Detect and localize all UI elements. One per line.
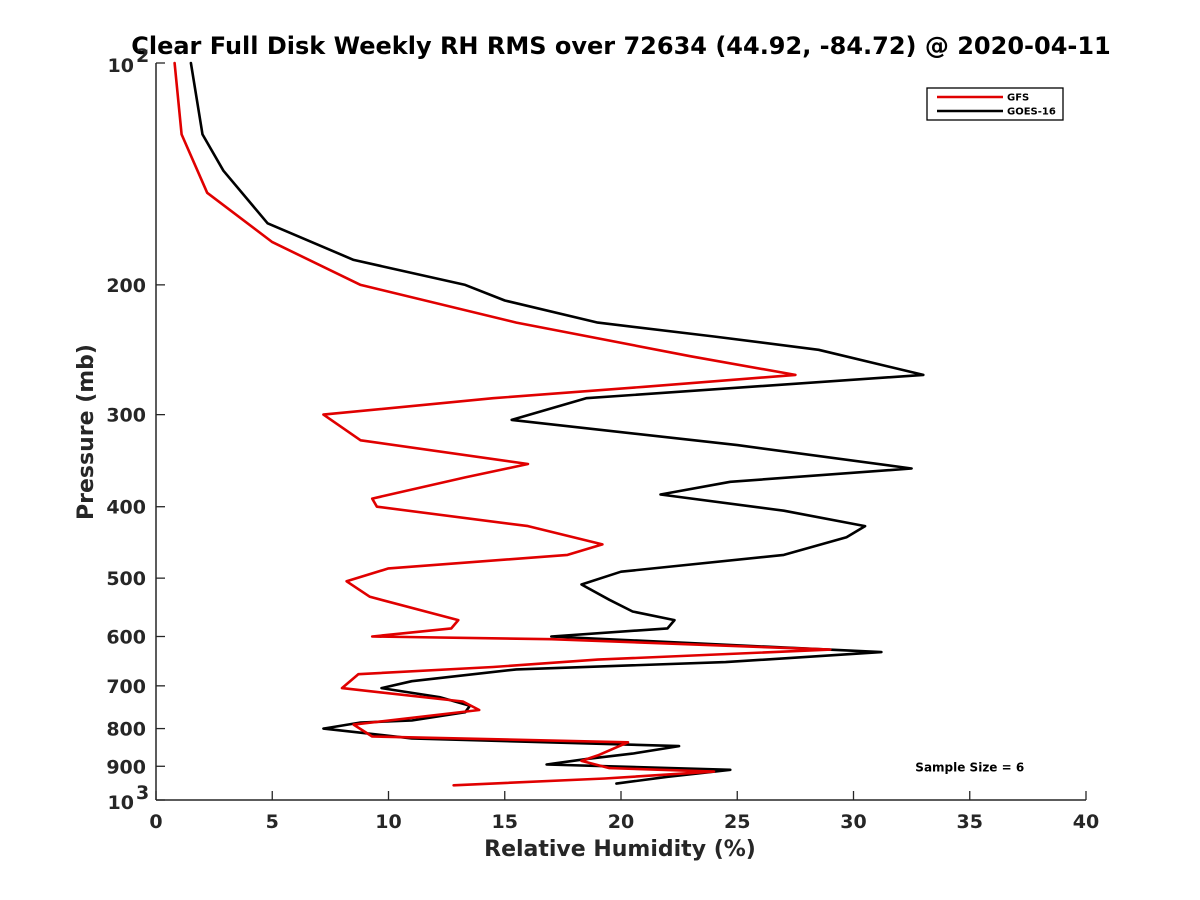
x-tick-label: 15	[492, 811, 518, 833]
x-tick-label: 20	[608, 811, 634, 833]
legend-label: GOES-16	[1007, 107, 1056, 118]
x-tick-label: 30	[840, 811, 866, 833]
x-tick-label: 10	[375, 811, 401, 833]
annotations: Sample Size = 6	[915, 760, 1024, 774]
x-tick-label: 35	[957, 811, 983, 833]
y-decade-label: 10	[108, 55, 134, 77]
legend-label: GFS	[1007, 93, 1029, 104]
chart-title: Clear Full Disk Weekly RH RMS over 72634…	[131, 32, 1111, 60]
y-tick-label: 800	[106, 719, 146, 741]
x-tick-label: 25	[724, 811, 750, 833]
x-axis-label: Relative Humidity (%)	[484, 837, 756, 862]
x-tick-label: 0	[149, 811, 162, 833]
x-tick-label: 40	[1073, 811, 1099, 833]
y-tick-label: 600	[106, 626, 146, 648]
y-tick-label: 900	[106, 756, 146, 778]
y-tick-label: 200	[106, 275, 146, 297]
x-tick-label: 5	[266, 811, 279, 833]
y-tick-label: 300	[106, 405, 146, 427]
series-line-goes-16	[189, 61, 925, 785]
axes-layer: 0 5 10 15 20 25 30 35 40 200 300 400 500 600 700 800 900…	[106, 45, 1099, 833]
series-layer	[173, 61, 925, 787]
y-tick-label: 700	[106, 676, 146, 698]
legend: GFS GOES-16	[926, 87, 1064, 121]
series-line-gfs	[173, 61, 832, 787]
y-axis-label: Pressure (mb)	[74, 344, 99, 520]
legend-box	[926, 87, 1064, 121]
y-decade-label: 10	[108, 792, 134, 814]
y-decade-exponent: 3	[136, 782, 149, 804]
sample-size-annotation: Sample Size = 6	[915, 760, 1024, 774]
y-tick-label: 400	[106, 497, 146, 519]
y-decade-exponent: 2	[136, 45, 149, 67]
y-tick-label: 500	[106, 568, 146, 590]
